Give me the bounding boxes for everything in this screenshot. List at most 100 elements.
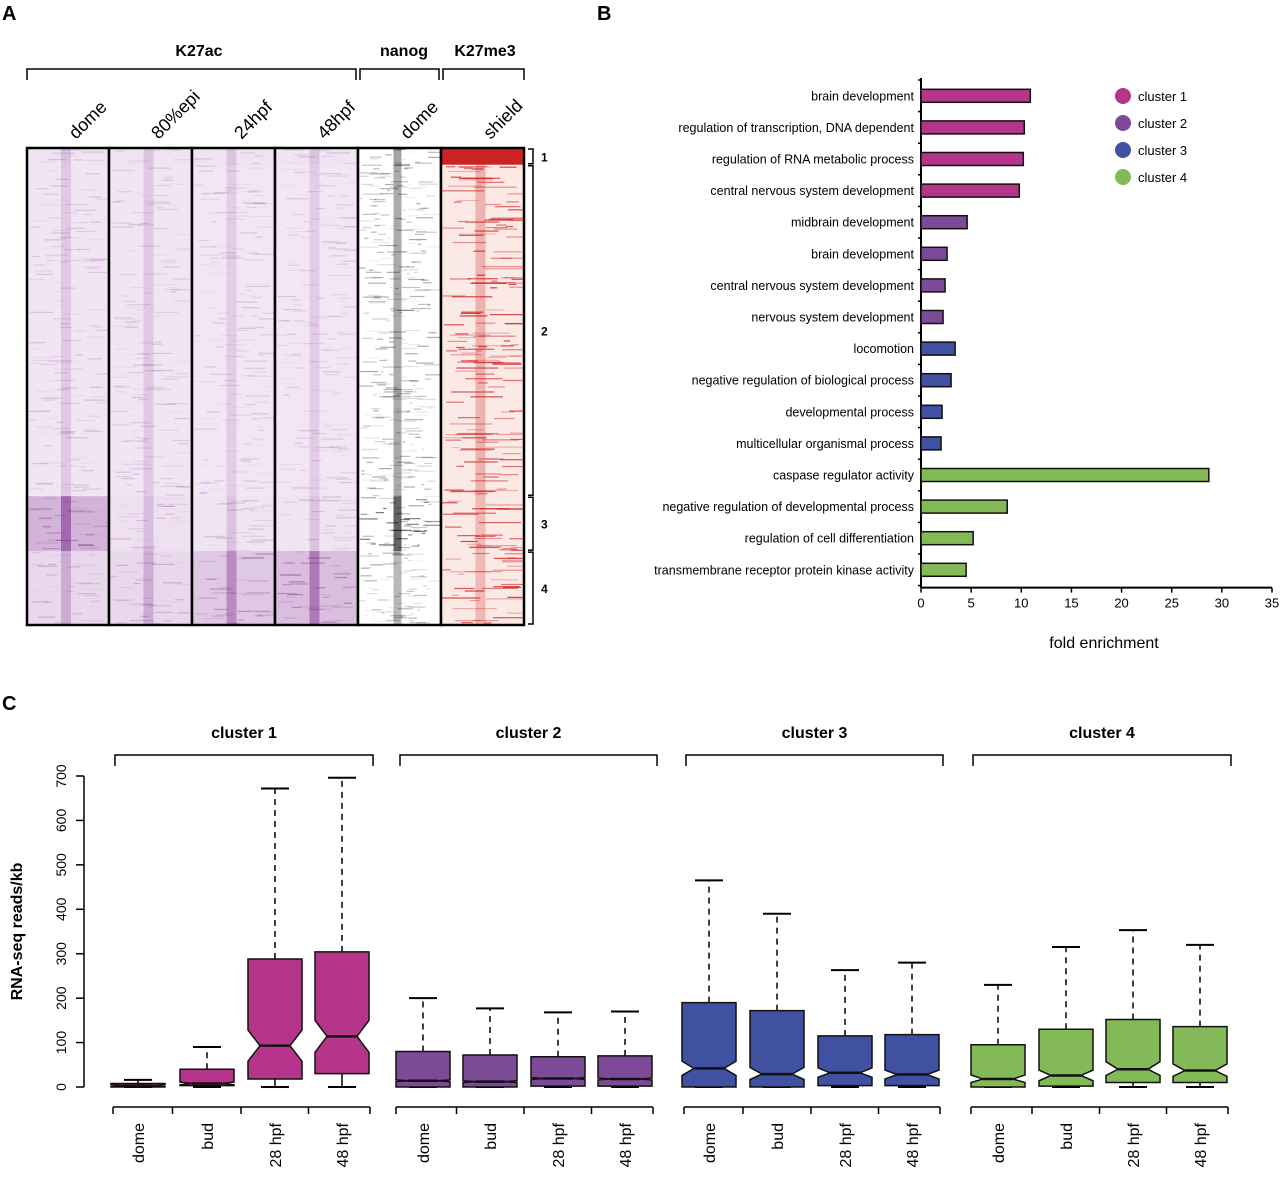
heatmap-streak	[364, 580, 378, 582]
heatmap-streak	[56, 300, 64, 302]
heatmap-streak	[421, 501, 440, 503]
heatmap-streak	[380, 193, 394, 195]
heatmap-streak	[390, 561, 405, 564]
heatmap-streak	[502, 379, 524, 382]
heatmap-streak	[371, 318, 389, 320]
cluster-label: 3	[541, 518, 548, 532]
heatmap-streak	[241, 508, 255, 510]
heatmap-streak	[408, 290, 423, 292]
heatmap-streak	[243, 443, 252, 445]
heatmap-streak	[237, 301, 258, 303]
heatmap-streak	[392, 164, 410, 167]
heatmap-streak	[374, 392, 387, 394]
bar	[920, 372, 952, 388]
heatmap-streak	[463, 167, 483, 170]
heatmap-streak	[452, 241, 487, 244]
heatmap-streak	[259, 439, 266, 441]
heatmap-streak	[42, 445, 53, 447]
heatmap-streak	[216, 537, 233, 539]
box-body	[681, 1001, 737, 1088]
heatmap-streak	[406, 266, 410, 268]
heatmap-streak	[225, 423, 244, 424]
heatmap-streak	[296, 477, 319, 478]
heatmap-streak	[206, 411, 220, 413]
heatmap-cluster-block	[27, 148, 109, 165]
heatmap-streak	[316, 297, 326, 299]
x-tick-label: 10	[1014, 596, 1028, 611]
bar	[920, 278, 946, 293]
heatmap-streak	[367, 425, 385, 427]
heatmap-streak	[404, 391, 413, 393]
heatmap-streak	[471, 166, 492, 168]
heatmap-streak	[283, 562, 295, 564]
heatmap-streak	[170, 521, 192, 523]
heatmap-streak	[176, 486, 192, 488]
heatmap-streak	[402, 196, 419, 199]
heatmap-center-signal	[143, 148, 154, 165]
heatmap-streak	[378, 497, 396, 500]
heatmap-streak	[155, 611, 173, 614]
heatmap-streak	[252, 194, 265, 197]
heatmap-streak	[169, 474, 189, 476]
heatmap-streak	[95, 198, 109, 200]
heatmap-streak	[71, 329, 88, 332]
heatmap-streak	[129, 313, 148, 315]
heatmap-streak	[408, 505, 424, 507]
heatmap-streak	[339, 263, 347, 265]
heatmap-streak	[215, 534, 224, 537]
heatmap-streak	[416, 362, 434, 364]
heatmap-streak	[479, 335, 516, 337]
x-category-label: dome	[416, 1123, 433, 1163]
heatmap-streak	[470, 282, 507, 284]
heatmap-streak	[275, 481, 292, 483]
heatmap-streak	[458, 348, 495, 350]
heatmap-streak	[362, 227, 372, 229]
heatmap-streak	[64, 204, 89, 206]
heatmap-streak	[88, 196, 102, 198]
heatmap-cluster-block	[109, 496, 192, 552]
heatmap-streak	[371, 416, 391, 418]
heatmap-streak	[398, 193, 408, 195]
heatmap-streak	[293, 320, 305, 322]
heatmap-streak	[132, 544, 140, 545]
heatmap-streak	[63, 248, 82, 251]
heatmap-streak	[458, 432, 477, 435]
heatmap-streak	[306, 167, 330, 168]
heatmap-streak	[423, 364, 441, 366]
heatmap-streak	[389, 186, 408, 188]
heatmap-streak	[87, 309, 109, 311]
heatmap-streak	[31, 255, 41, 258]
heatmap-streak	[424, 501, 429, 503]
heatmap-streak	[404, 605, 413, 607]
heatmap-streak	[372, 394, 378, 396]
heatmap-streak	[388, 341, 395, 343]
bar	[920, 436, 942, 451]
heatmap-streak	[294, 442, 303, 444]
heatmap-streak	[84, 159, 104, 162]
heatmap-streak	[131, 396, 144, 399]
heatmap-streak	[238, 459, 253, 461]
heatmap-streak	[380, 442, 387, 444]
heatmap-streak	[414, 414, 428, 416]
heatmap-streak	[409, 380, 419, 382]
heatmap-streak	[173, 278, 192, 280]
x-category-label: bud	[770, 1123, 787, 1150]
heatmap-streak	[391, 529, 412, 531]
heatmap-streak	[389, 158, 397, 160]
bar-category-label: central nervous system development	[710, 279, 914, 293]
heatmap-streak	[407, 242, 416, 245]
heatmap-streak	[387, 298, 407, 301]
heatmap-streak	[299, 500, 317, 502]
heatmap-streak	[379, 478, 389, 480]
heatmap-streak	[385, 245, 400, 247]
cluster-bracket	[528, 551, 534, 625]
heatmap-streak	[424, 585, 427, 587]
heatmap-streak	[393, 309, 414, 311]
heatmap-streak	[64, 212, 77, 214]
heatmap-streak	[402, 376, 407, 378]
heatmap-streak	[69, 459, 80, 461]
heatmap-streak	[288, 343, 312, 345]
heatmap-streak	[441, 190, 485, 192]
heatmap-streak	[305, 518, 321, 521]
heatmap-streak	[214, 191, 229, 194]
